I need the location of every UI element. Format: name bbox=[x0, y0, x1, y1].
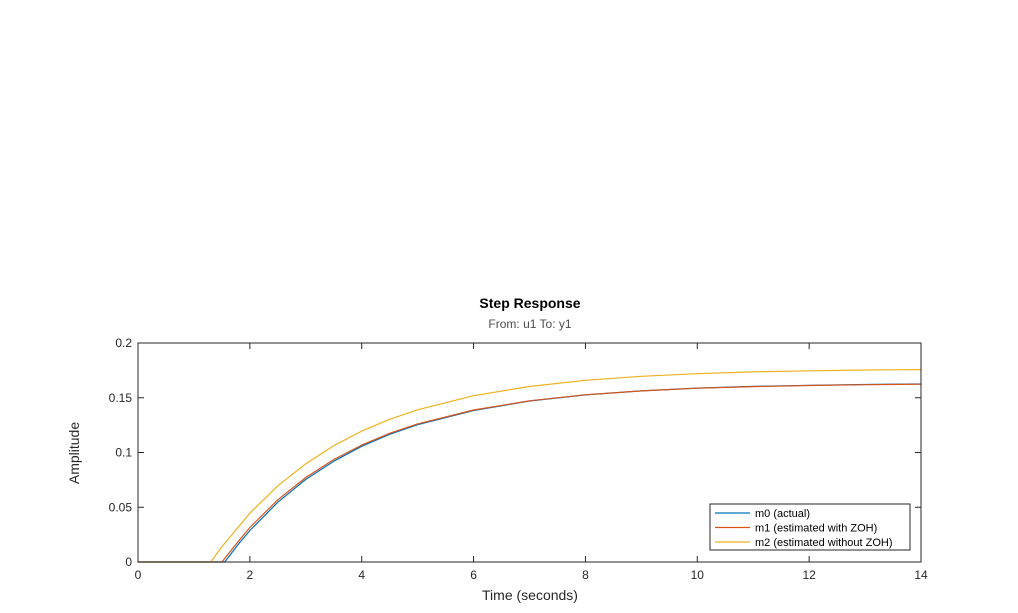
x-tick-label: 0 bbox=[135, 568, 142, 582]
x-tick-label: 6 bbox=[470, 568, 477, 582]
x-tick-label: 8 bbox=[582, 568, 589, 582]
x-tick-label: 2 bbox=[247, 568, 254, 582]
y-tick-label: 0 bbox=[125, 555, 132, 569]
legend-label-0: m0 (actual) bbox=[755, 508, 810, 520]
series-line-2 bbox=[138, 369, 922, 563]
legend-label-1: m1 (estimated with ZOH) bbox=[755, 523, 877, 535]
x-tick-label: 14 bbox=[914, 568, 928, 582]
y-axis-ticks: 0 0.05 0.1 0.15 0.2 bbox=[109, 336, 921, 569]
y-tick-label: 0.05 bbox=[109, 500, 133, 514]
x-tick-label: 12 bbox=[802, 568, 816, 582]
x-axis-label: Time (seconds) bbox=[482, 587, 578, 603]
y-axis-label: Amplitude bbox=[66, 422, 82, 484]
y-tick-label: 0.1 bbox=[115, 446, 132, 460]
series-layer bbox=[138, 369, 922, 563]
x-axis-ticks: 0 2 4 6 8 10 12 14 bbox=[135, 343, 928, 582]
series-line-1 bbox=[138, 383, 922, 563]
y-tick-label: 0.2 bbox=[115, 336, 132, 350]
legend-label-2: m2 (estimated without ZOH) bbox=[755, 537, 893, 549]
legend[interactable]: m0 (actual) m1 (estimated with ZOH) m2 (es… bbox=[709, 503, 911, 551]
chart-subtitle: From: u1 To: y1 bbox=[488, 317, 571, 331]
x-tick-label: 10 bbox=[691, 568, 705, 582]
x-tick-label: 4 bbox=[358, 568, 365, 582]
chart-title: Step Response bbox=[479, 295, 580, 311]
y-tick-label: 0.15 bbox=[109, 391, 133, 405]
